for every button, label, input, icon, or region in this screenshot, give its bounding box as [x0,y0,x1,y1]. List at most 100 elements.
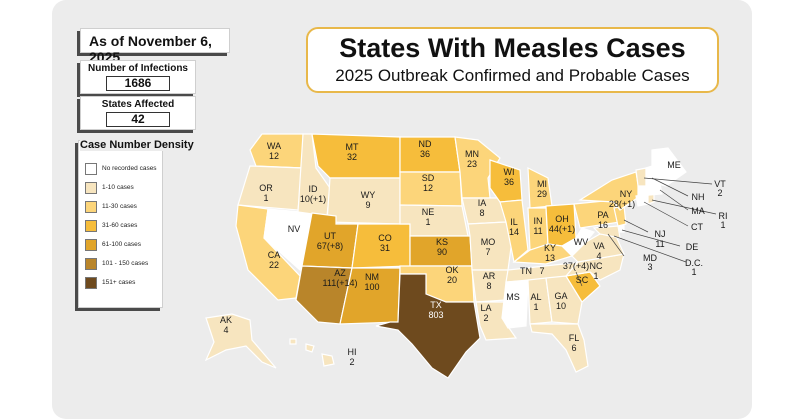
leader-CT [643,201,689,227]
label-NM: NM 100 [364,272,379,292]
label-MA: MA [691,206,705,216]
state-FL [529,323,589,373]
label-AK: AK 4 [220,315,232,335]
legend-item: 101 - 150 cases [85,254,162,273]
label-CA: CA 22 [268,250,281,270]
label-HI: HI 2 [348,347,357,367]
label-SC: 37(+4) SC [563,261,589,285]
label-IL: IL 14 [509,217,519,237]
label-ND: ND 36 [419,139,432,159]
legend-label: 1-10 cases [102,184,134,191]
label-DC: D.C. 1 [685,258,703,277]
label-SD: SD 12 [422,173,435,193]
label-KY: KY 13 [544,243,556,263]
leader-VT [643,177,713,185]
state-WY [326,177,401,225]
label-MO: MO 7 [481,237,496,257]
infections-value: 1686 [106,76,170,91]
legend-label: 101 - 150 cases [102,260,149,267]
state-HI-3 [321,353,335,367]
state-HI-2 [305,343,315,353]
label-OK: OK 20 [445,265,458,285]
page-title: States With Measles Cases [339,33,686,63]
label-IN: IN 11 [533,216,542,236]
state-AK [204,313,277,369]
legend-swatch [85,219,97,232]
label-FL: FL 6 [569,333,580,353]
leader-DE [621,229,681,247]
label-NE: NE 1 [422,207,435,227]
label-CO: CO 31 [378,233,392,253]
title-box: States With Measles Cases 2025 Outbreak … [306,27,719,93]
label-NJ: NJ 11 [655,229,666,249]
label-KS: KS 90 [436,237,448,257]
state-VT [635,167,647,187]
label-OH: OH 44(+1) [549,214,575,234]
legend-swatch [85,238,97,251]
label-ID: ID 10(+1) [300,184,326,204]
label-IA: IA 8 [478,198,487,218]
legend-swatch [85,276,97,289]
leader-NH [651,177,689,197]
legend-label: 11-30 cases [102,203,137,210]
label-NV: NV [288,224,301,234]
legend-swatch [85,181,97,194]
states-affected-box: States Affected 42 [80,96,196,130]
label-TN: TN 7 [520,266,545,276]
page-subtitle: 2025 Outbreak Confirmed and Probable Cas… [335,66,690,85]
legend-item: 31-60 cases [85,216,162,235]
leader-NJ [623,219,649,233]
label-VT: VT 2 [714,179,726,198]
state-MN [454,136,501,199]
state-MS [501,279,529,329]
label-TX: TX 803 [428,300,443,320]
legend-swatch [85,257,97,270]
label-UT: UT 67(+8) [317,231,343,251]
label-MD: MD 3 [643,253,657,272]
legend-item: 11-30 cases [85,197,162,216]
state-AZ [295,265,353,325]
label-WI: WI 36 [504,167,515,187]
label-RI: RI 1 [719,211,728,230]
label-NY: NY 28(+1) [609,189,635,209]
legend-item: 1-10 cases [85,178,162,197]
infections-label: Number of Infections [87,63,188,74]
states-affected-value: 42 [106,112,170,127]
leader-DC [613,235,687,263]
state-ME [651,147,687,187]
label-VA: VA 4 [593,241,604,261]
legend-label: 61-100 cases [102,241,142,248]
legend-item: No recorded cases [85,159,162,178]
label-CT: CT [691,222,703,232]
label-AL: AL 1 [530,292,541,312]
states-affected-label: States Affected [101,99,175,110]
label-WY: WY 9 [361,190,376,210]
state-HI [289,338,297,345]
legend-label: 151+ cases [102,279,136,286]
label-AZ: AZ 111(+14) [323,268,358,288]
legend-item: 151+ cases [85,273,162,292]
state-TX [375,273,481,379]
label-MS: MS [506,292,520,302]
legend-item: 61-100 cases [85,235,162,254]
label-ME: ME [667,160,681,170]
label-LA: LA 2 [480,303,491,323]
label-GA: GA 10 [554,291,567,311]
label-AR: AR 8 [483,271,496,291]
label-WV: WV [574,237,589,247]
legend-label: 31-60 cases [102,222,138,229]
label-DE: DE [686,242,699,252]
label-MI: MI 29 [537,179,547,199]
legend-swatch [85,162,97,175]
legend: No recorded cases 1-10 cases 11-30 cases… [78,140,163,308]
infections-box: Number of Infections 1686 [80,60,196,94]
label-NC: NC 1 [590,261,603,281]
legend-swatch [85,200,97,213]
state-NV [263,208,313,272]
leader-SC [575,271,583,287]
leader-MD [607,233,625,257]
label-WA: WA 12 [267,141,281,161]
state-WV [561,227,596,257]
label-NH: NH [692,192,705,202]
